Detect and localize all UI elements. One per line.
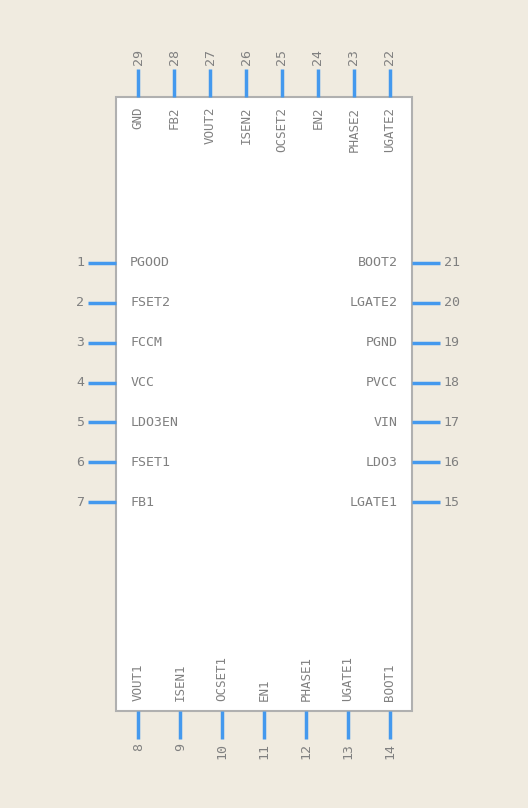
Text: PGOOD: PGOOD	[130, 256, 170, 269]
Text: BOOT2: BOOT2	[358, 256, 398, 269]
Text: EN2: EN2	[312, 107, 324, 129]
Text: 22: 22	[383, 49, 396, 65]
Text: PHASE1: PHASE1	[299, 656, 313, 701]
Text: PHASE2: PHASE2	[347, 107, 360, 152]
Text: ISEN2: ISEN2	[240, 107, 252, 145]
Text: 3: 3	[76, 336, 84, 349]
Text: UGATE2: UGATE2	[383, 107, 396, 152]
Text: 10: 10	[215, 743, 229, 759]
Text: VOUT1: VOUT1	[132, 663, 145, 701]
Text: FCCM: FCCM	[130, 336, 162, 349]
Text: UGATE1: UGATE1	[341, 656, 354, 701]
Text: 20: 20	[444, 297, 460, 309]
Text: GND: GND	[132, 107, 145, 129]
Text: 15: 15	[444, 496, 460, 509]
Bar	[116, 97, 412, 711]
Text: 26: 26	[240, 49, 252, 65]
Text: VIN: VIN	[374, 416, 398, 429]
Text: 7: 7	[76, 496, 84, 509]
Text: 28: 28	[168, 49, 181, 65]
Text: 9: 9	[174, 743, 187, 751]
Text: LGATE2: LGATE2	[350, 297, 398, 309]
Text: FSET2: FSET2	[130, 297, 170, 309]
Text: 1: 1	[76, 256, 84, 269]
Text: 4: 4	[76, 376, 84, 389]
Text: 17: 17	[444, 416, 460, 429]
Text: FB2: FB2	[168, 107, 181, 129]
Text: 18: 18	[444, 376, 460, 389]
Text: OCSET2: OCSET2	[276, 107, 288, 152]
Text: 19: 19	[444, 336, 460, 349]
Text: 14: 14	[383, 743, 396, 759]
Text: VCC: VCC	[130, 376, 154, 389]
Text: PVCC: PVCC	[366, 376, 398, 389]
Text: 6: 6	[76, 456, 84, 469]
Text: 24: 24	[312, 49, 324, 65]
Text: 2: 2	[76, 297, 84, 309]
Text: 29: 29	[132, 49, 145, 65]
Text: BOOT1: BOOT1	[383, 663, 396, 701]
Text: LGATE1: LGATE1	[350, 496, 398, 509]
Text: PGND: PGND	[366, 336, 398, 349]
Text: 8: 8	[132, 743, 145, 751]
Text: LDO3EN: LDO3EN	[130, 416, 178, 429]
Text: 16: 16	[444, 456, 460, 469]
Text: 13: 13	[341, 743, 354, 759]
Text: ISEN1: ISEN1	[174, 663, 187, 701]
Text: OCSET1: OCSET1	[215, 656, 229, 701]
Text: VOUT2: VOUT2	[204, 107, 216, 145]
Text: 12: 12	[299, 743, 313, 759]
Text: LDO3: LDO3	[366, 456, 398, 469]
Text: 23: 23	[347, 49, 360, 65]
Text: FSET1: FSET1	[130, 456, 170, 469]
Text: 21: 21	[444, 256, 460, 269]
Text: EN1: EN1	[258, 679, 270, 701]
Text: FB1: FB1	[130, 496, 154, 509]
Text: 5: 5	[76, 416, 84, 429]
Text: 11: 11	[258, 743, 270, 759]
Text: 25: 25	[276, 49, 288, 65]
Text: 27: 27	[204, 49, 216, 65]
